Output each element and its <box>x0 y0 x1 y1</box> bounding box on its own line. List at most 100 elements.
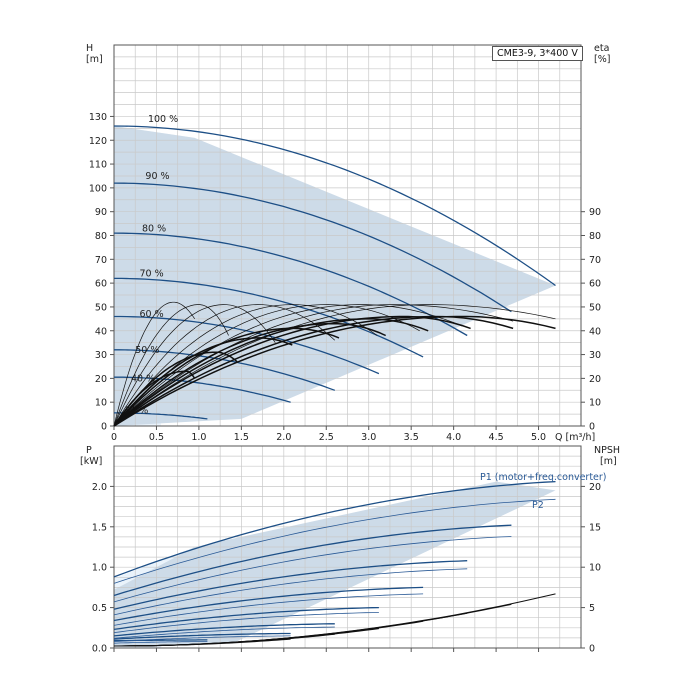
efficiency-curve <box>113 304 514 427</box>
y-left-tick-label: 80 <box>95 231 107 242</box>
head-curve <box>113 232 468 337</box>
y-left-tick-label: 1.5 <box>92 522 107 533</box>
power-npsh-panel: 0.0 0.5 1.0 1.5 2.0 0 5 10 15 20 <box>92 445 601 655</box>
bottom-plot-frame <box>113 445 582 649</box>
y-left-tick-label: 0.5 <box>92 603 107 614</box>
p1-curve <box>113 586 424 622</box>
x-tick-label: 0.5 <box>149 432 164 443</box>
x-tick-label: 4.5 <box>489 432 504 443</box>
p1-series-label: P1 (motor+freq.converter) <box>480 472 607 483</box>
x-tick-label: 1.0 <box>191 432 206 443</box>
y-left-tick-label: 100 <box>89 183 107 194</box>
y-right-label-bottom: NPSH [m] <box>594 445 621 467</box>
head-curve <box>114 349 336 391</box>
x-tick-label: 2.5 <box>319 432 334 443</box>
y-left-tick-label: 120 <box>89 136 107 147</box>
head-curve <box>114 376 291 403</box>
efficiency-curve-bold <box>113 327 340 427</box>
p2-curve <box>113 536 512 603</box>
y-right-tick-label: 30 <box>589 350 601 361</box>
chart-title: CME3-9, 3*400 V <box>492 46 583 61</box>
efficiency-curve <box>113 304 463 427</box>
x-tick-label: 0 <box>111 432 117 443</box>
efficiency-curve <box>113 304 229 427</box>
y-right-label-top: eta [%] <box>594 43 611 65</box>
x-tick-label: 1.5 <box>234 432 249 443</box>
y-left-tick-label: 60 <box>95 279 107 290</box>
p2-curve <box>113 498 556 584</box>
p1-curve <box>113 623 335 637</box>
y-left-tick-label: 1.0 <box>92 563 107 574</box>
speed-curve-label: 40 % <box>131 373 155 384</box>
head-curve <box>114 277 424 358</box>
head-curve <box>113 182 512 313</box>
p2-curve <box>113 612 379 633</box>
y-right-tick-label: 10 <box>589 398 601 409</box>
x-axis-label: Q [m³/h] <box>555 432 596 443</box>
npsh-curve <box>114 638 291 647</box>
y-left-tick-label: 0.0 <box>92 644 107 655</box>
y-left-tick-label: 130 <box>89 112 107 123</box>
efficiency-curve <box>113 304 556 427</box>
p1-curve <box>113 480 556 578</box>
y-left-label-bottom: P [kW] <box>80 445 103 467</box>
efficiency-curve <box>113 304 378 427</box>
y-right-tick-label: 5 <box>589 603 595 614</box>
efficiency-curve <box>113 301 195 427</box>
p1-curve <box>113 632 291 640</box>
p2-curve <box>113 635 291 642</box>
head-efficiency-panel: 0 0.5 1.0 1.5 2.0 2.5 3.0 3.5 4.0 4.5 5.0 0 10 20 30 40… <box>89 44 601 443</box>
efficiency-curve <box>113 304 336 427</box>
speed-curve-label: 80 % <box>142 223 166 234</box>
efficiency-curve-bold <box>113 315 556 427</box>
speed-curve-label: 100 % <box>148 114 178 125</box>
y-left-tick-label: 30 <box>95 350 107 361</box>
y-left-tick-label: 20 <box>95 374 107 385</box>
y-left-tick-label: 40 <box>95 326 107 337</box>
y-right-tick-label: 70 <box>589 255 601 266</box>
p2-curve <box>113 626 335 639</box>
speed-curve-label: 50 % <box>135 345 159 356</box>
y-left-tick-label: 2.0 <box>92 482 107 493</box>
efficiency-curve <box>113 304 276 427</box>
p2-series-label: P2 <box>532 500 544 511</box>
y-left-tick-label: 10 <box>95 398 107 409</box>
speed-curve-label: 60 % <box>139 309 163 320</box>
y-right-tick-label: 80 <box>589 231 601 242</box>
y-left-tick-label: 0 <box>101 422 107 433</box>
power-operating-area <box>114 481 556 647</box>
speed-curve-label: 90 % <box>145 171 169 182</box>
speed-curve-label: 70 % <box>139 269 163 280</box>
operating-area <box>114 126 556 426</box>
y-right-tick-label: 20 <box>589 482 601 493</box>
y-right-tick-label: 0 <box>589 644 595 655</box>
y-left-tick-label: 70 <box>95 255 107 266</box>
efficiency-curve-bold <box>113 322 387 427</box>
p1-curve <box>113 606 379 631</box>
x-tick-label: 3.0 <box>361 432 376 443</box>
p2-curve <box>113 593 424 626</box>
y-right-tick-label: 20 <box>589 374 601 385</box>
y-right-tick-label: 15 <box>589 522 601 533</box>
y-left-tick-label: 90 <box>95 207 107 218</box>
p2-curve <box>113 641 208 644</box>
head-curve <box>113 125 556 287</box>
x-tick-label: 4.0 <box>446 432 461 443</box>
y-left-tick-label: 110 <box>89 160 107 171</box>
y-right-tick-label: 50 <box>589 302 601 313</box>
p2-curve <box>113 568 468 616</box>
y-right-tick-label: 10 <box>589 563 601 574</box>
efficiency-curve-bold <box>113 318 429 427</box>
x-tick-label: 2.0 <box>276 432 291 443</box>
y-left-label-top: H [m] <box>86 43 103 65</box>
x-tick-label: 3.5 <box>404 432 419 443</box>
y-right-tick-label: 90 <box>589 207 601 218</box>
y-left-tick-label: 50 <box>95 302 107 313</box>
p1-curve <box>113 560 468 610</box>
y-right-tick-label: 60 <box>589 279 601 290</box>
x-tick-label: 5.0 <box>531 432 546 443</box>
y-right-tick-label: 0 <box>589 422 595 433</box>
p1-curve <box>113 524 512 597</box>
